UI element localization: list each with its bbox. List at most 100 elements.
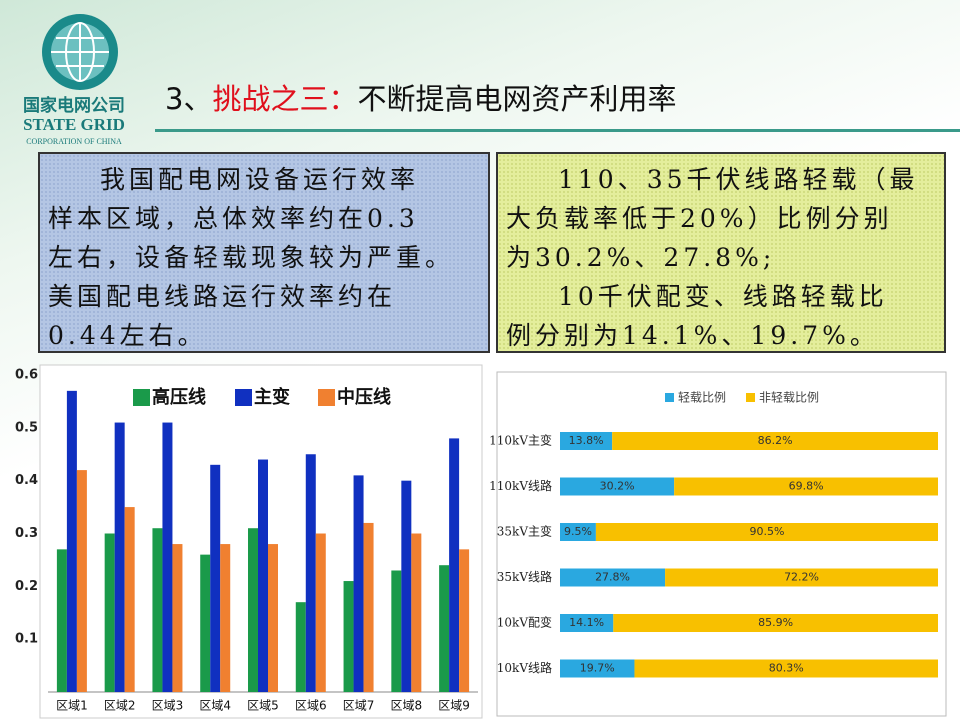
bar — [124, 507, 135, 692]
y-tick-label: 10kV线路 — [497, 660, 552, 675]
bar — [353, 475, 364, 692]
bar-segment — [634, 659, 938, 678]
value-label: 27.8% — [595, 571, 630, 584]
bar-segment — [560, 477, 675, 496]
x-tick-label: 区域3 — [152, 699, 184, 713]
legend-swatch — [235, 389, 252, 406]
y-tick-label: 0.6 — [15, 368, 38, 383]
bar — [248, 528, 258, 692]
y-tick-label: 0.3 — [15, 526, 38, 541]
legend-label: 轻载比例 — [678, 391, 726, 405]
bar — [401, 480, 412, 692]
bar — [76, 470, 87, 692]
bar — [295, 602, 306, 692]
logo-en: STATE GRID — [23, 115, 125, 134]
bar-segment — [674, 477, 938, 496]
legend-label: 主变 — [254, 386, 290, 408]
x-tick-label: 区域8 — [391, 699, 423, 713]
legend-label: 非轻载比例 — [759, 391, 819, 405]
text-line: 0.44左右。 — [48, 321, 207, 350]
logo-cn: 国家电网公司 — [23, 95, 125, 116]
y-tick-label: 35kV线路 — [497, 569, 552, 584]
title-rule — [155, 129, 960, 132]
title-part: 挑战之三： — [212, 82, 358, 116]
chart-frame — [496, 371, 947, 717]
bar — [305, 454, 316, 692]
x-tick-label: 区域4 — [199, 699, 231, 713]
legend-swatch — [133, 389, 150, 406]
value-label: 86.2% — [758, 434, 793, 447]
text-line: 美国配电线路运行效率约在 — [48, 282, 397, 311]
y-tick-label: 0.1 — [15, 632, 38, 647]
text-line: 例分别为14.1%、19.7%。 — [506, 321, 879, 350]
title-part: 不断提高电网资产利用率 — [357, 82, 677, 116]
bar-segment — [612, 432, 938, 450]
x-tick-label: 区域7 — [343, 699, 375, 713]
bar — [449, 438, 460, 692]
value-label: 80.3% — [769, 662, 804, 675]
text-line: 为30.2%、27.8%; — [506, 243, 776, 272]
bar — [391, 570, 402, 692]
value-label: 72.2% — [784, 571, 819, 584]
title-part: 3、 — [165, 82, 213, 116]
y-tick-label: 0.5 — [15, 420, 38, 435]
legend-swatch — [318, 389, 335, 406]
text-line: 大负载率低于20%）比例分别 — [506, 204, 893, 233]
legend-swatch — [746, 393, 755, 402]
text-line: 左右，设备轻载现象较为严重。 — [48, 243, 455, 272]
bar — [210, 464, 221, 692]
y-tick-label: 0.2 — [15, 579, 38, 594]
logo-meridian — [65, 22, 95, 82]
x-tick-label: 区域6 — [295, 699, 327, 713]
x-tick-label: 区域1 — [56, 699, 88, 713]
bar — [56, 549, 67, 692]
x-tick-label: 区域2 — [104, 699, 136, 713]
logo-grid — [51, 23, 109, 81]
bar — [343, 581, 354, 692]
y-tick-label: 10kV配变 — [497, 615, 552, 630]
text-box: 110、35千伏线路轻载（最 大负载率低于20%）比例分别 为30.2%、27.… — [496, 152, 946, 353]
bar — [268, 544, 278, 692]
bar-segment — [613, 614, 938, 632]
logo: 国家电网公司 STATE GRID CORPORATION OF CHINA — [23, 14, 125, 146]
legend-swatch — [665, 393, 674, 402]
bar — [114, 422, 125, 692]
bar-segment — [560, 523, 596, 541]
bar — [459, 549, 470, 692]
bar — [315, 533, 326, 692]
text-line: 我国配电网设备运行效率 — [100, 165, 420, 194]
value-label: 69.8% — [789, 480, 824, 493]
y-tick-label: 0.4 — [15, 473, 38, 488]
logo-sub: CORPORATION OF CHINA — [26, 137, 122, 146]
bar — [172, 544, 183, 692]
bar — [104, 533, 115, 692]
bar-segment — [560, 659, 635, 678]
value-label: 85.9% — [758, 616, 793, 629]
y-tick-label: 35kV主变 — [497, 524, 552, 539]
bar — [162, 422, 173, 692]
y-tick-label: 110kV主变 — [489, 433, 552, 448]
legend-label: 高压线 — [152, 386, 206, 408]
x-tick-label: 区域9 — [438, 699, 470, 713]
bar-segment — [560, 614, 614, 632]
bar — [66, 390, 77, 692]
bar-segment — [560, 568, 666, 587]
y-tick-label: 110kV线路 — [489, 478, 552, 493]
x-tick-label: 区域5 — [247, 699, 279, 713]
text-box: 我国配电网设备运行效率 样本区域，总体效率约在0.3 左右，设备轻载现象较为严重… — [38, 152, 490, 353]
bar — [439, 565, 450, 692]
bar-segment — [665, 568, 938, 587]
bar-segment — [595, 523, 938, 541]
value-label: 90.5% — [749, 525, 784, 538]
value-label: 14.1% — [569, 616, 604, 629]
title: 3、挑战之三：不断提高电网资产利用率 — [165, 76, 676, 118]
value-label: 9.5% — [564, 525, 592, 538]
bar-segment — [560, 432, 613, 450]
bar — [258, 459, 268, 692]
text-line: 110、35千伏线路轻载（最 — [558, 165, 919, 194]
bar — [411, 533, 422, 692]
bar — [363, 522, 374, 692]
legend-label: 中压线 — [337, 386, 391, 408]
